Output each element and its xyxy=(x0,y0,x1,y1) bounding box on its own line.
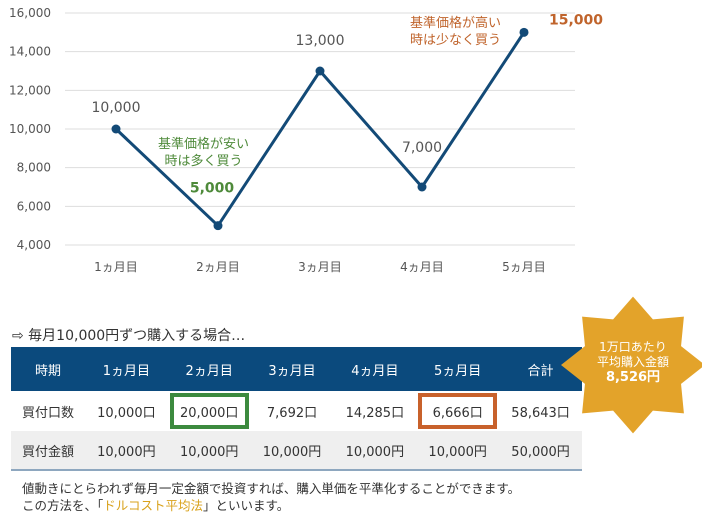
data-point xyxy=(111,124,121,134)
dollar-cost-averaging-term: ドルコスト平均法 xyxy=(103,498,204,513)
high-price-annotation: 基準価格が高い 時は少なく買う xyxy=(410,15,501,49)
purchase-table: 時期 1ヵ月目 2ヵ月目 3ヵ月目 4ヵ月目 5ヵ月目 合計 買付口数 10,0… xyxy=(11,347,582,471)
cell: 7,692口 xyxy=(266,405,318,421)
badge-line: 平均購入金額 xyxy=(596,355,669,369)
col-header: 時期 xyxy=(11,347,85,391)
data-point xyxy=(519,27,529,37)
cell: 10,000円 xyxy=(333,431,417,471)
cell: 58,643口 xyxy=(511,405,570,421)
data-point xyxy=(315,66,325,76)
data-label: 7,000 xyxy=(402,140,442,156)
col-header: 5ヵ月目 xyxy=(416,347,500,391)
y-tick-label: 6,000 xyxy=(17,199,51,213)
cell: 10,000円 xyxy=(250,431,334,471)
y-tick-label: 16,000 xyxy=(9,6,51,20)
line-chart: 4,000 6,000 8,000 10,000 12,000 14,000 16,000 1… xyxy=(9,6,603,274)
y-tick-label: 10,000 xyxy=(9,122,51,136)
col-header: 2ヵ月目 xyxy=(167,347,251,391)
star-badge-icon xyxy=(561,296,702,434)
data-label: 13,000 xyxy=(296,33,345,49)
cell-highlight-green: 20,000口 xyxy=(168,391,251,431)
data-point xyxy=(417,182,427,192)
row-label: 買付口数 xyxy=(21,405,74,421)
table-row: 買付金額 10,000円 10,000円 10,000円 10,000円 10,… xyxy=(11,431,582,471)
annotation-line: 時は少なく買う xyxy=(410,33,502,48)
y-tick-label: 14,000 xyxy=(9,45,51,59)
low-price-annotation: 基準価格が安い 時は多く買う xyxy=(158,136,249,170)
y-tick-label: 4,000 xyxy=(17,238,51,252)
col-header: 4ヵ月目 xyxy=(333,347,417,391)
average-price-badge: 1万口あたり 平均購入金額 8,526円 xyxy=(558,340,702,385)
explanation-note: 値動きにとらわれず毎月一定金額で投資すれば、購入単価を平準化することができます。… xyxy=(22,480,520,514)
col-header: 合計 xyxy=(499,347,582,391)
x-tick-label: 1ヵ月目 xyxy=(94,260,138,274)
note-text: この方法を、「 xyxy=(22,498,104,513)
badge-value: 8,526円 xyxy=(605,370,661,385)
cell: 10,000円 xyxy=(416,431,500,471)
x-tick-label: 3ヵ月目 xyxy=(298,260,342,274)
badge-line: 1万口あたり xyxy=(599,340,667,354)
cell: 50,000円 xyxy=(499,431,582,471)
cell: 10,000口 xyxy=(97,405,156,421)
y-tick-label: 8,000 xyxy=(17,161,51,175)
table-row: 買付口数 10,000口 20,000口 7,692口 14,285口 6,66… xyxy=(11,391,582,431)
cell: 10,000円 xyxy=(84,431,168,471)
data-point xyxy=(213,221,223,231)
table-header-row: 時期 1ヵ月目 2ヵ月目 3ヵ月目 4ヵ月目 5ヵ月目 合計 xyxy=(11,347,582,391)
cell-highlight-orange: 6,666口 xyxy=(416,391,499,431)
row-label: 買付金額 xyxy=(11,431,85,471)
data-label: 10,000 xyxy=(92,100,141,116)
cell: 10,000円 xyxy=(167,431,251,471)
x-tick-label: 4ヵ月目 xyxy=(400,260,444,274)
x-tick-label: 2ヵ月目 xyxy=(196,260,240,274)
note-line: 値動きにとらわれず毎月一定金額で投資すれば、購入単価を平準化することができます。 xyxy=(22,481,521,496)
data-label: 15,000 xyxy=(549,12,603,28)
annotation-line: 時は多く買う xyxy=(164,154,243,169)
cell: 14,285口 xyxy=(345,405,405,421)
col-header: 3ヵ月目 xyxy=(250,347,334,391)
intro-text: ⇨ 毎月10,000円ずつ購入する場合… xyxy=(12,328,246,344)
annotation-line: 基準価格が高い xyxy=(410,16,502,31)
note-text: 」といいます。 xyxy=(203,498,290,513)
x-tick-label: 5ヵ月目 xyxy=(502,260,546,274)
data-label: 5,000 xyxy=(190,181,235,197)
annotation-line: 基準価格が安い xyxy=(158,137,250,152)
y-tick-label: 12,000 xyxy=(9,83,51,97)
col-header: 1ヵ月目 xyxy=(84,347,168,391)
